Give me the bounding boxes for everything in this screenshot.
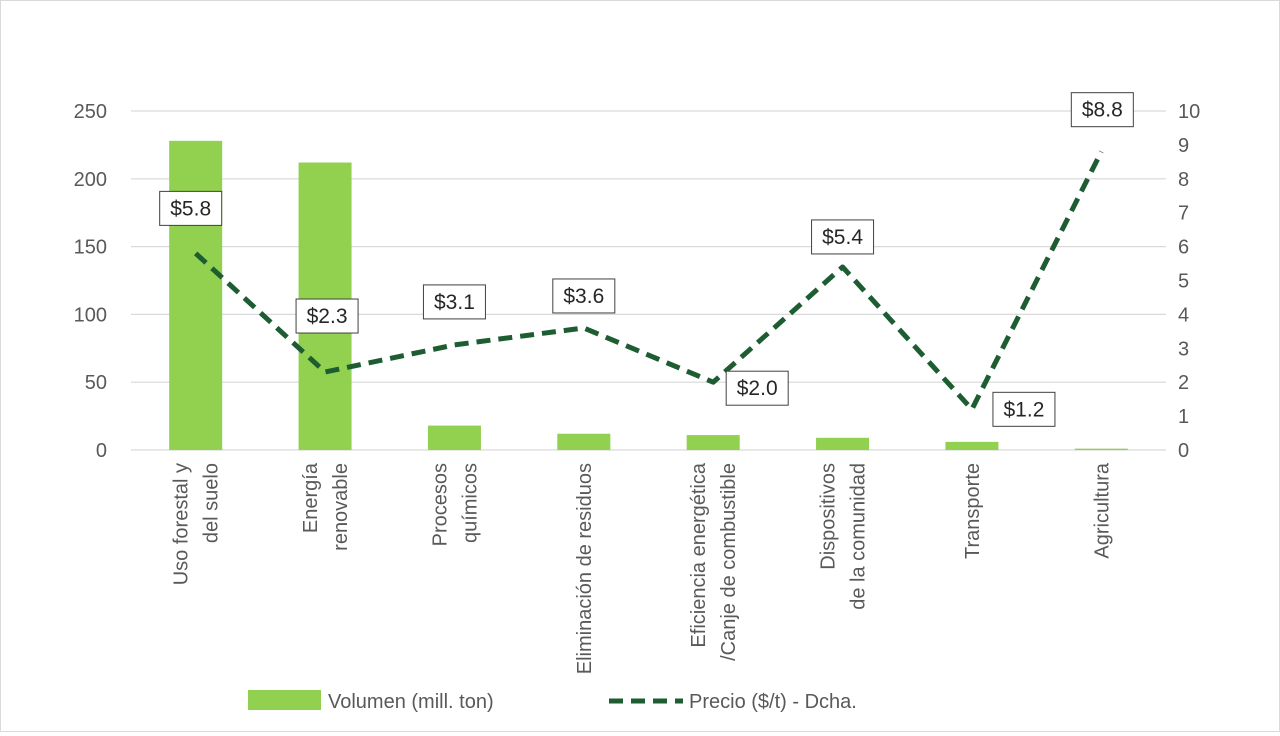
price-data-label: $2.0 — [726, 371, 788, 405]
price-label-text: $3.6 — [563, 285, 604, 308]
volume-bar — [1075, 449, 1128, 450]
price-data-label: $5.8 — [160, 191, 222, 225]
volume-bar — [945, 442, 998, 450]
category-label-line: Agricultura — [1091, 462, 1113, 558]
right-tick-label: 6 — [1178, 237, 1189, 259]
left-tick-label: 150 — [74, 237, 107, 259]
category-label-line: Uso forestal y — [171, 463, 193, 585]
volume-bar — [557, 434, 610, 450]
right-tick-label: 2 — [1178, 372, 1189, 394]
right-tick-label: 1 — [1178, 406, 1189, 428]
price-label-text: $5.8 — [170, 197, 211, 220]
category-label-line: renovable — [330, 463, 352, 551]
left-tick-label: 0 — [96, 440, 107, 462]
category-label-line: del suelo — [201, 463, 223, 543]
price-data-label: $2.3 — [296, 299, 358, 333]
price-label-text: $8.8 — [1082, 99, 1123, 122]
price-label-text: $1.2 — [1004, 398, 1045, 421]
right-tick-label: 3 — [1178, 338, 1189, 360]
bar-series — [169, 141, 1128, 450]
right-tick-label: 7 — [1178, 203, 1189, 225]
legend-line-label: Precio ($/t) - Dcha. — [689, 691, 857, 713]
category-label: Agricultura — [1091, 462, 1113, 558]
price-label-text: $5.4 — [822, 226, 863, 249]
price-label-text: $2.0 — [737, 377, 778, 400]
right-axis: 0 1 2 3 4 5 6 7 8 9 10 — [1178, 101, 1200, 462]
category-labels: Uso forestal y del suelo Energía renovable P… — [171, 462, 1114, 674]
category-label-line: químicos — [459, 463, 481, 543]
category-label: Dispositivos de la comunidad — [818, 463, 870, 610]
category-label-line: Eliminación de residuos — [574, 463, 596, 674]
left-tick-label: 100 — [74, 304, 107, 326]
category-label-line: Transporte — [962, 463, 984, 559]
price-label-text: $3.1 — [434, 291, 475, 314]
category-label: Energía renovable — [300, 462, 352, 551]
right-tick-label: 8 — [1178, 169, 1189, 191]
volume-bar — [687, 435, 740, 450]
right-tick-label: 9 — [1178, 135, 1189, 157]
price-data-label: $5.4 — [812, 220, 874, 254]
category-label-line: /Canje de combustible — [718, 463, 740, 661]
right-tick-label: 4 — [1178, 304, 1189, 326]
legend-bar-swatch — [248, 690, 321, 710]
volume-bar — [169, 141, 222, 450]
category-label-line: Dispositivos — [818, 463, 840, 570]
right-tick-label: 10 — [1178, 101, 1200, 123]
right-tick-label: 0 — [1178, 440, 1189, 462]
legend: Volumen (mill. ton) Precio ($/t) - Dcha. — [248, 690, 857, 713]
volume-bar — [428, 426, 481, 450]
volume-bar — [816, 438, 869, 450]
left-tick-label: 200 — [74, 169, 107, 191]
category-label-line: Procesos — [429, 463, 451, 546]
price-data-label: $8.8 — [1071, 93, 1133, 127]
category-label: Uso forestal y del suelo — [171, 463, 223, 585]
left-axis: 0 50 100 150 200 250 — [74, 101, 107, 462]
price-data-label: $1.2 — [993, 392, 1055, 426]
right-tick-label: 5 — [1178, 271, 1189, 293]
category-label: Eliminación de residuos — [574, 463, 596, 674]
category-label: Procesos químicos — [429, 463, 481, 546]
category-label: Transporte — [962, 463, 984, 559]
price-data-label: $3.1 — [423, 285, 485, 319]
price-data-label: $3.6 — [553, 279, 615, 313]
category-label-line: de la comunidad — [848, 463, 870, 610]
category-label-line: Eficiencia energética — [688, 462, 710, 647]
left-tick-label: 50 — [85, 372, 107, 394]
legend-bar-label: Volumen (mill. ton) — [328, 691, 494, 713]
category-label-line: Energía — [300, 462, 322, 533]
category-label: Eficiencia energética/Canje de combustib… — [688, 462, 740, 661]
price-label-text: $2.3 — [307, 305, 348, 328]
left-tick-label: 250 — [74, 101, 107, 123]
